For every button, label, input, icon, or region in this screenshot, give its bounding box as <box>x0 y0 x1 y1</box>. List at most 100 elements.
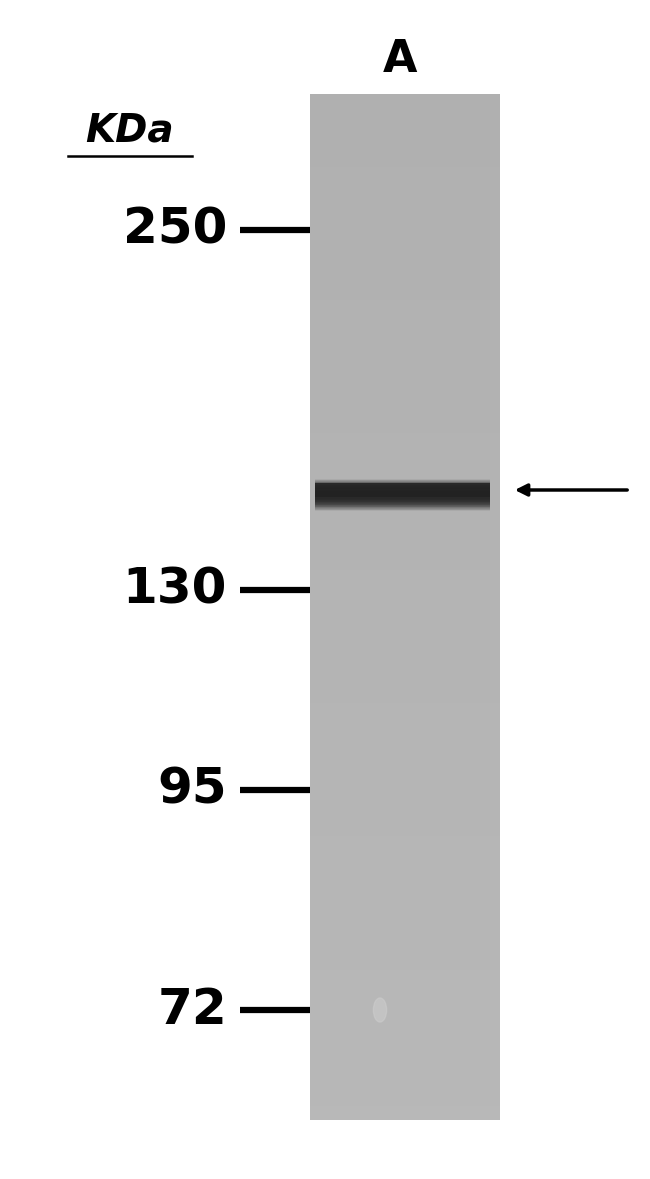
Bar <box>310 798 500 802</box>
Bar <box>310 815 500 819</box>
Bar <box>310 1040 500 1045</box>
Bar <box>310 262 500 265</box>
Bar <box>310 620 500 625</box>
Bar <box>310 1067 500 1072</box>
Bar <box>310 320 500 324</box>
Bar <box>315 483 490 487</box>
Bar <box>310 1071 500 1075</box>
Bar <box>310 141 500 146</box>
Bar <box>310 941 500 946</box>
Bar <box>310 825 500 830</box>
Bar <box>310 104 500 108</box>
Bar <box>315 480 490 485</box>
Bar <box>310 503 500 508</box>
Bar <box>310 872 500 877</box>
Bar <box>310 548 500 553</box>
Bar <box>310 1078 500 1082</box>
Bar <box>310 302 500 307</box>
Bar <box>310 268 500 272</box>
Bar <box>315 483 490 488</box>
Bar <box>310 689 500 693</box>
Bar <box>315 482 490 486</box>
Bar <box>310 190 500 195</box>
Bar <box>310 350 500 355</box>
Bar <box>310 391 500 396</box>
Bar <box>310 903 500 908</box>
Bar <box>310 545 500 549</box>
Bar <box>315 490 490 495</box>
Bar <box>310 1020 500 1025</box>
Bar <box>310 532 500 535</box>
Bar <box>310 357 500 362</box>
Bar <box>310 753 500 758</box>
Bar <box>310 1030 500 1035</box>
Bar <box>310 118 500 123</box>
Bar <box>310 637 500 641</box>
Bar <box>310 1074 500 1079</box>
Bar <box>310 483 500 488</box>
Bar <box>315 487 490 490</box>
Bar <box>310 766 500 771</box>
Bar <box>310 1115 500 1120</box>
Bar <box>310 1088 500 1093</box>
Bar <box>310 1101 500 1106</box>
Bar <box>310 541 500 546</box>
Bar <box>315 487 490 492</box>
Bar <box>310 685 500 690</box>
Bar <box>310 97 500 101</box>
Bar <box>315 494 490 498</box>
Bar <box>310 511 500 515</box>
Bar <box>310 696 500 700</box>
Bar <box>310 384 500 389</box>
Bar <box>310 460 500 465</box>
Bar <box>310 627 500 632</box>
Bar <box>315 496 490 501</box>
Bar <box>310 1009 500 1014</box>
Bar <box>310 890 500 895</box>
Bar <box>310 206 500 211</box>
Bar <box>310 640 500 645</box>
Bar <box>310 213 500 218</box>
Bar <box>310 289 500 294</box>
Bar <box>310 1105 500 1109</box>
Bar <box>310 525 500 529</box>
Bar <box>310 107 500 112</box>
Bar <box>310 255 500 259</box>
Bar <box>310 264 500 269</box>
Bar <box>310 914 500 918</box>
Bar <box>310 760 500 765</box>
Bar <box>310 835 500 839</box>
Bar <box>310 845 500 850</box>
Bar <box>315 495 490 499</box>
Bar <box>310 1000 500 1003</box>
Bar <box>315 481 490 485</box>
Bar <box>310 172 500 177</box>
Bar <box>310 1036 500 1041</box>
Bar <box>310 559 500 564</box>
Bar <box>310 921 500 926</box>
Bar <box>310 631 500 634</box>
Bar <box>310 739 500 744</box>
Bar <box>310 692 500 697</box>
Bar <box>310 1050 500 1055</box>
Bar <box>310 894 500 898</box>
Bar <box>310 408 500 413</box>
Bar <box>315 506 490 509</box>
Bar <box>310 746 500 751</box>
Bar <box>310 658 500 663</box>
Bar <box>310 538 500 542</box>
Bar <box>310 1013 500 1017</box>
Bar <box>310 296 500 299</box>
Bar <box>310 480 500 485</box>
Bar <box>310 224 500 229</box>
Bar <box>310 1058 500 1062</box>
Bar <box>315 493 490 498</box>
Bar <box>310 773 500 778</box>
Bar <box>310 367 500 371</box>
Bar <box>315 500 490 505</box>
Bar <box>315 499 490 502</box>
Bar <box>310 647 500 652</box>
Bar <box>310 579 500 584</box>
Bar <box>310 220 500 225</box>
Bar <box>310 1081 500 1086</box>
